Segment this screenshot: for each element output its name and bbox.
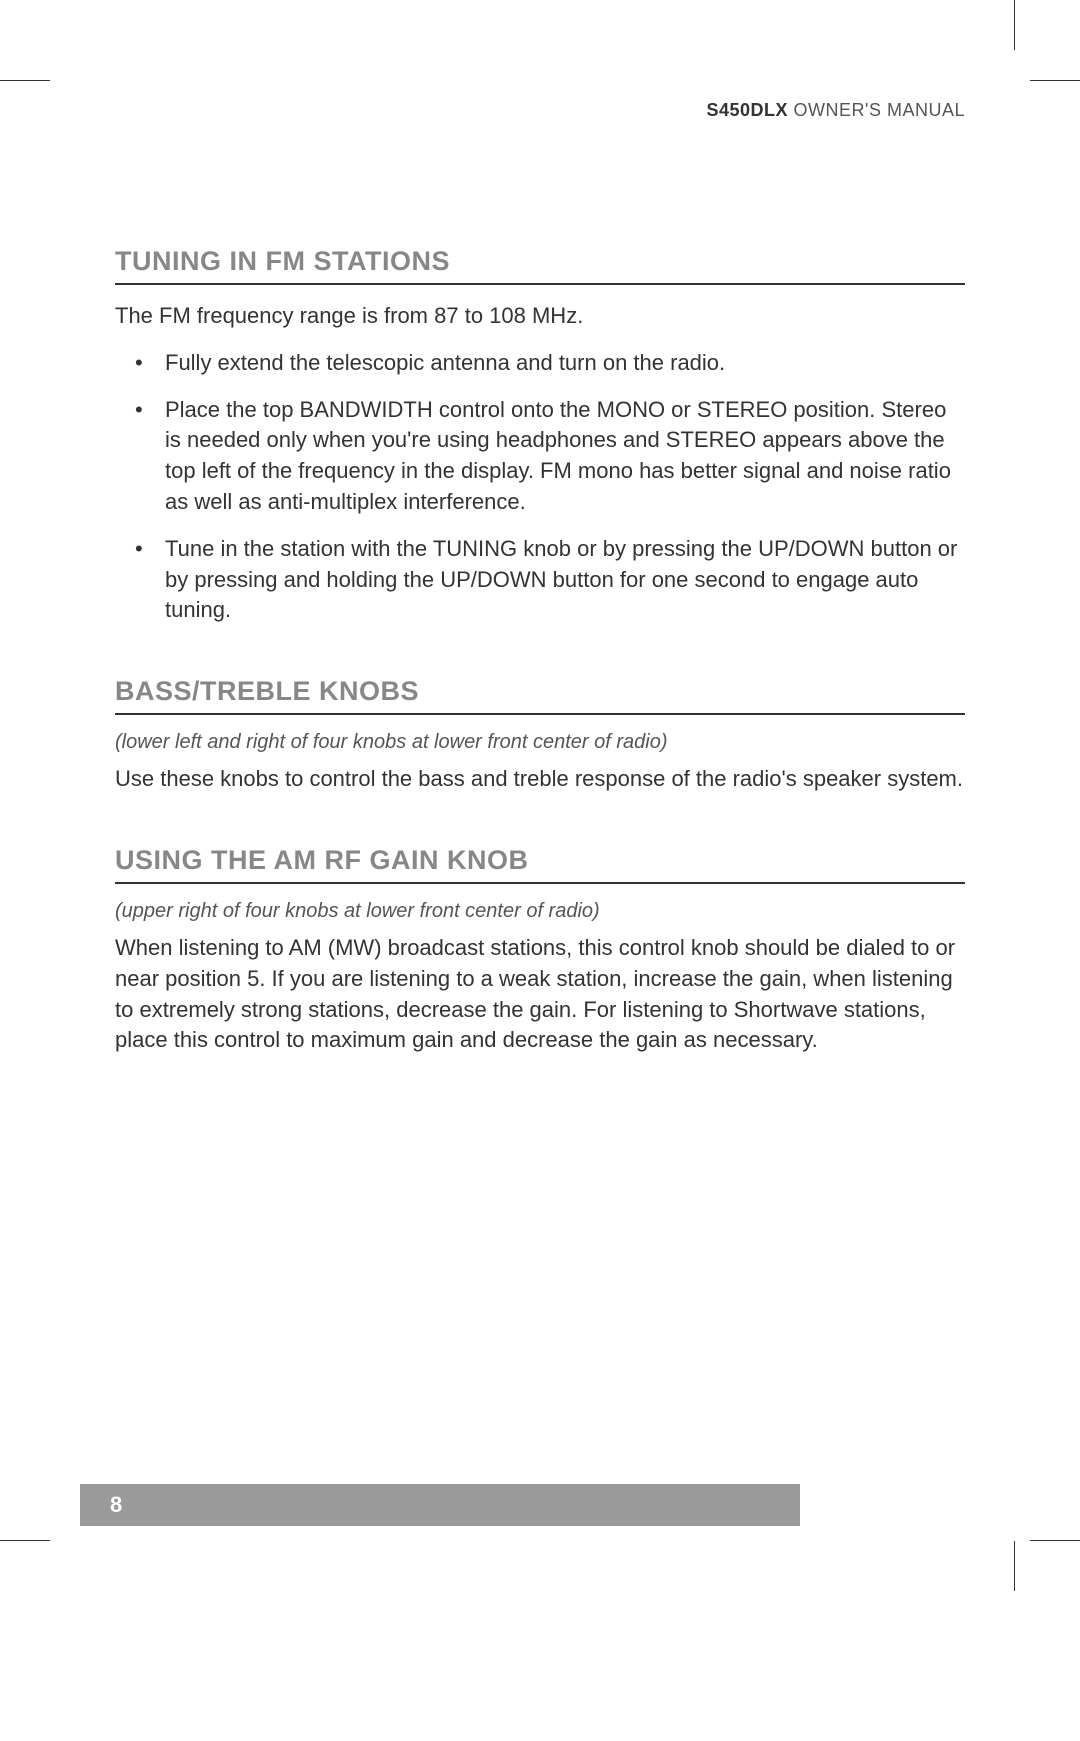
section-body: Use these knobs to control the bass and … [115, 764, 965, 795]
list-item: Tune in the station with the TUNING knob… [115, 534, 965, 626]
product-model: S450DLX [706, 100, 788, 120]
page-content: S450DLX OWNER'S MANUAL TUNING IN FM STAT… [0, 0, 1080, 1056]
manual-label: OWNER'S MANUAL [794, 100, 965, 120]
section-note: (upper right of four knobs at lower fron… [115, 900, 965, 923]
section-title: BASS/TREBLE KNOBS [115, 676, 965, 715]
section-title: USING THE AM RF GAIN KNOB [115, 845, 965, 884]
list-item: Place the top BANDWIDTH control onto the… [115, 395, 965, 518]
section-title: TUNING IN FM STATIONS [115, 246, 965, 285]
page-number-bar: 8 [80, 1484, 800, 1526]
section-rf-gain: USING THE AM RF GAIN KNOB (upper right o… [115, 845, 965, 1056]
section-intro: The FM frequency range is from 87 to 108… [115, 301, 965, 332]
bullet-list: Fully extend the telescopic antenna and … [115, 348, 965, 626]
section-body: When listening to AM (MW) broadcast stat… [115, 933, 965, 1056]
section-fm-tuning: TUNING IN FM STATIONS The FM frequency r… [115, 246, 965, 626]
page-number: 8 [110, 1492, 122, 1518]
section-note: (lower left and right of four knobs at l… [115, 731, 965, 754]
list-item: Fully extend the telescopic antenna and … [115, 348, 965, 379]
page-header: S450DLX OWNER'S MANUAL [115, 100, 965, 121]
section-bass-treble: BASS/TREBLE KNOBS (lower left and right … [115, 676, 965, 795]
